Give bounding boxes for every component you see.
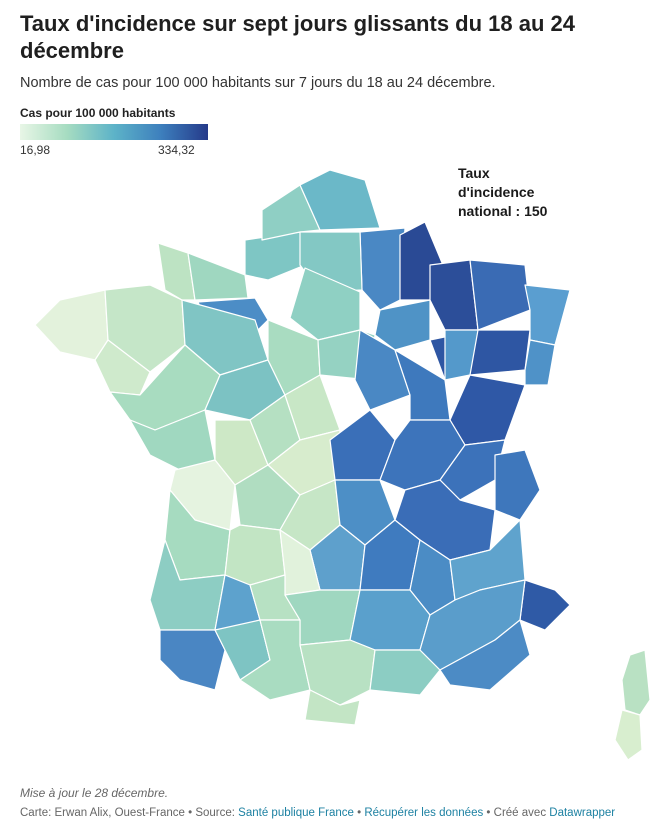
region-doubs-jura[interactable] xyxy=(449,374,526,446)
region-haute-corse[interactable] xyxy=(621,649,651,716)
region-manche[interactable] xyxy=(157,242,196,301)
region-pyrenees-atlantiques[interactable] xyxy=(159,629,226,691)
footer-credits: Carte: Erwan Alix, Ouest-France • Source… xyxy=(20,807,616,819)
annotation-line-1: Taux xyxy=(458,165,490,181)
region-nord[interactable] xyxy=(299,169,381,231)
region-moselle[interactable] xyxy=(469,259,531,331)
region-alpes-maritimes[interactable] xyxy=(519,579,571,631)
region-bouches-du-rhone[interactable] xyxy=(369,649,441,696)
region-dordogne[interactable] xyxy=(224,524,286,586)
download-data-link[interactable]: Récupérer les données xyxy=(364,807,484,819)
update-date-note: Mise à jour le 28 décembre. xyxy=(20,786,169,800)
legend-color-scale xyxy=(20,124,208,140)
region-corse-du-sud[interactable] xyxy=(614,709,643,761)
annotation-line-3: national : 150 xyxy=(458,203,548,219)
region-calvados[interactable] xyxy=(187,252,249,301)
region-savoie[interactable] xyxy=(494,449,541,521)
region-eure[interactable] xyxy=(244,231,306,281)
annotation-line-2: d'incidence xyxy=(458,184,535,200)
footer-made-with: Créé avec xyxy=(493,807,547,819)
legend-title: Cas pour 100 000 habitants xyxy=(20,106,176,120)
source-link[interactable]: Santé publique France xyxy=(238,807,354,819)
map-subtitle: Nombre de cas pour 100 000 habitants sur… xyxy=(20,75,496,91)
region-haut-rhin[interactable] xyxy=(524,339,556,386)
legend-min-value: 16,98 xyxy=(20,143,51,157)
map-title: Taux d'incidence sur sept jours glissant… xyxy=(20,11,575,63)
region-var[interactable] xyxy=(439,619,531,691)
legend-max-value: 334,32 xyxy=(158,143,195,157)
region-aisne[interactable] xyxy=(359,227,406,311)
footer-author: Carte: Erwan Alix, Ouest-France xyxy=(20,807,185,819)
datawrapper-link[interactable]: Datawrapper xyxy=(549,807,616,819)
region-pyrenees-orientales[interactable] xyxy=(304,689,361,726)
region-finistere[interactable] xyxy=(34,289,109,361)
footer-source-label: Source: xyxy=(195,807,235,819)
region-bas-rhin[interactable] xyxy=(524,284,571,346)
france-choropleth-map xyxy=(34,169,651,761)
region-yonne[interactable] xyxy=(354,329,411,411)
national-rate-annotation: Taux d'incidence national : 150 xyxy=(458,164,547,221)
region-haute-garonne[interactable] xyxy=(239,619,311,701)
region-morbihan[interactable] xyxy=(94,339,151,396)
region-marne[interactable] xyxy=(374,299,431,351)
